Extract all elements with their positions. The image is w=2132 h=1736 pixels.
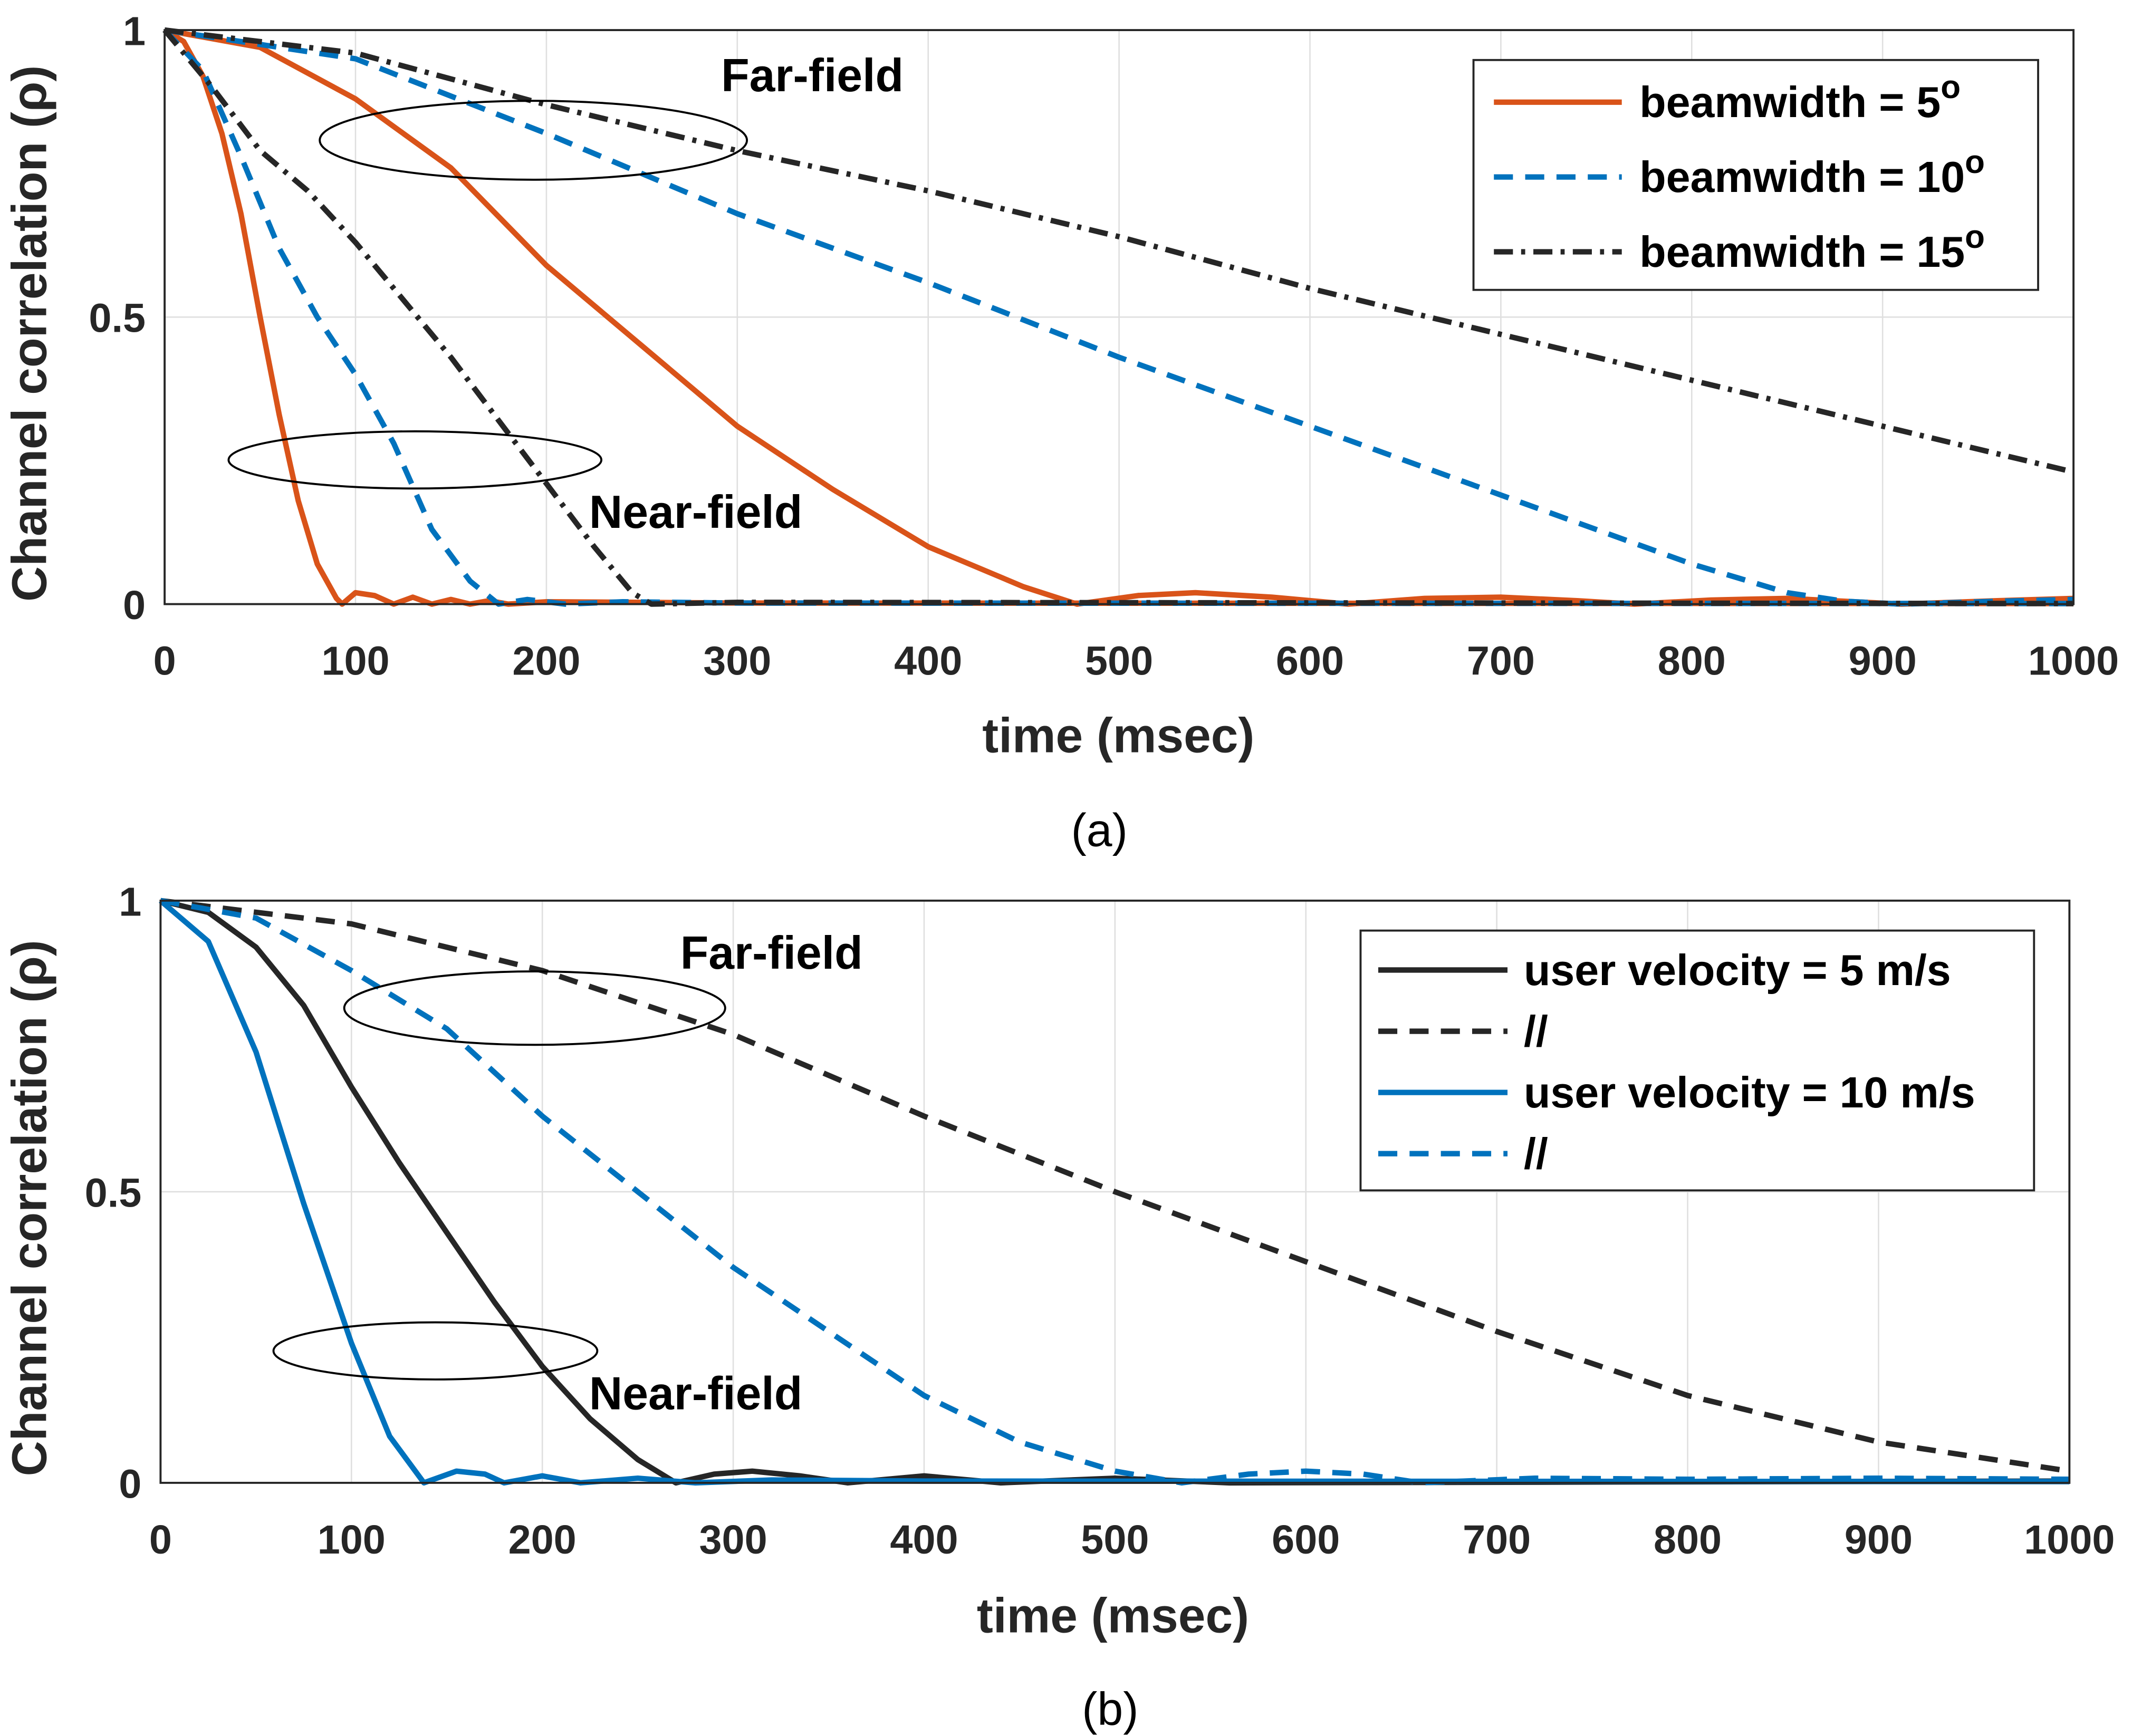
series-line-1 <box>160 898 2070 1474</box>
y-tick-label: 1 <box>119 879 141 924</box>
axes-box <box>159 899 2071 1484</box>
legend-label: user velocity = 5 m/s <box>1524 946 1951 995</box>
y-tick-label: 0 <box>119 1461 141 1507</box>
x-tick-label: 0 <box>149 1517 172 1563</box>
x-tick-label: 600 <box>1272 1517 1340 1563</box>
x-tick-label: 100 <box>318 1517 386 1563</box>
panel-caption: (b) <box>1082 1683 1138 1735</box>
legend-degree: o <box>1941 69 1961 105</box>
x-axis-label: time (msec) <box>982 708 1254 763</box>
legend-entry: user velocity = 5 m/s <box>1524 946 1951 995</box>
annotation-label: Near-field <box>589 1368 802 1420</box>
x-tick-label: 800 <box>1654 1517 1722 1563</box>
legend-box <box>1359 929 2035 1192</box>
annotation-label: Near-field <box>589 486 802 538</box>
legend-degree: o <box>1965 219 1985 255</box>
x-tick-label: 500 <box>1085 639 1153 684</box>
grouping-ellipse <box>343 970 726 1046</box>
legend-degree: o <box>1965 144 1985 180</box>
x-tick-label: 100 <box>321 639 389 684</box>
x-tick-label: 500 <box>1081 1517 1149 1563</box>
legend-label: user velocity = 10 m/s <box>1524 1068 1975 1117</box>
legend-label: beamwidth = 5 <box>1639 78 1941 127</box>
x-tick-label: 900 <box>1845 1517 1913 1563</box>
x-axis-label: time (msec) <box>977 1588 1249 1643</box>
panel-a: 0 100 200 300 400 500 600 700 800 900 1000 0 0.5 1 Far… <box>2 8 2119 856</box>
x-tick-label: 200 <box>508 1517 577 1563</box>
annotation-label: Far-field <box>680 927 863 979</box>
series-line-2 <box>162 28 2074 607</box>
panel-b: 0 100 200 300 400 500 600 700 800 900 1000 0 0.5 1 Far… <box>2 879 2115 1735</box>
y-tick-label: 0 <box>123 583 146 628</box>
legend-entry: beamwidth = 10o <box>1639 144 1985 201</box>
grouping-ellipse <box>319 100 748 181</box>
y-tick-label: 0.5 <box>85 1170 142 1216</box>
series-line-5 <box>164 27 2075 475</box>
x-tick-label: 900 <box>1849 639 1917 684</box>
x-tick-label: 400 <box>890 1517 958 1563</box>
y-axis-label: Channel correlation (ρ) <box>2 940 57 1476</box>
x-tick-label: 300 <box>699 1517 767 1563</box>
legend-label: beamwidth = 15 <box>1639 228 1965 276</box>
x-tick-label: 300 <box>703 639 771 684</box>
grouping-ellipse <box>272 1321 599 1381</box>
legend-label: beamwidth = 10 <box>1639 153 1965 201</box>
y-tick-label: 1 <box>123 8 146 54</box>
x-tick-label: 200 <box>512 639 580 684</box>
y-axis-label: Channel correlation (ρ) <box>2 65 57 602</box>
grouping-ellipse <box>227 430 603 490</box>
x-tick-label: 400 <box>894 639 962 684</box>
legend-entry: user velocity = 10 m/s <box>1524 1068 1975 1117</box>
legend: user velocity = 5 m/s // user velocity = 1… <box>1359 929 2035 1192</box>
legend-entry: // <box>1524 1007 1548 1056</box>
series-line-3 <box>160 898 2070 1486</box>
legend-entry: beamwidth = 15o <box>1639 219 1985 276</box>
x-tick-label: 700 <box>1463 1517 1531 1563</box>
y-tick-label: 0.5 <box>89 296 146 341</box>
panel-caption: (a) <box>1071 805 1128 856</box>
x-tick-label: 700 <box>1467 639 1535 684</box>
legend-entry: // <box>1524 1130 1548 1178</box>
x-tick-label: 600 <box>1276 639 1344 684</box>
x-tick-label: 1000 <box>2024 1517 2115 1563</box>
annotation-label: Far-field <box>721 50 904 101</box>
legend-entry: beamwidth = 5o <box>1639 69 1961 127</box>
x-tick-label: 1000 <box>2028 639 2119 684</box>
legend-label: // <box>1524 1130 1548 1178</box>
series-line-4 <box>162 28 2074 607</box>
legend-label: // <box>1524 1007 1548 1056</box>
x-tick-label: 0 <box>153 639 176 684</box>
x-tick-label: 800 <box>1658 639 1726 684</box>
series-line-1 <box>164 27 2074 607</box>
axes-box <box>164 29 2075 605</box>
